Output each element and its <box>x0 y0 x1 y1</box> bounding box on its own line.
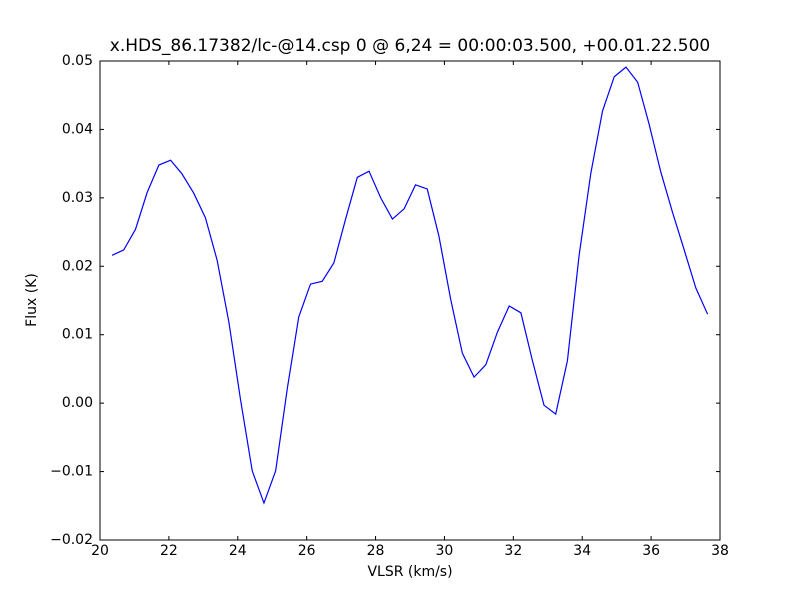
chart-title: x.HDS_86.17382/lc-@14.csp 0 @ 6,24 = 00:… <box>110 36 710 56</box>
x-axis-label: VLSR (km/s) <box>367 564 452 580</box>
x-tick-label: 36 <box>642 543 660 559</box>
x-tick-label: 22 <box>160 543 178 559</box>
x-tick-label: 34 <box>573 543 591 559</box>
y-tick-label: 0.03 <box>62 190 93 206</box>
y-tick-label: 0.04 <box>62 121 93 137</box>
x-tick-label: 20 <box>91 543 109 559</box>
plot-frame <box>99 60 721 541</box>
y-tick-label: 0.02 <box>62 258 93 274</box>
y-axis-label: Flux (K) <box>24 273 40 327</box>
x-tick-label: 24 <box>229 543 247 559</box>
x-tick-label: 28 <box>367 543 385 559</box>
x-tick-label: 30 <box>436 543 454 559</box>
x-tick-label: 26 <box>298 543 316 559</box>
y-tick-label: 0.05 <box>62 53 93 69</box>
y-tick-label: −0.02 <box>50 532 93 548</box>
x-tick-label: 32 <box>504 543 522 559</box>
y-tick-label: 0.01 <box>62 327 93 343</box>
data-line <box>111 66 709 505</box>
y-tick-label: −0.01 <box>50 464 93 480</box>
y-tick-label: 0.00 <box>62 395 93 411</box>
x-tick-label: 38 <box>711 543 729 559</box>
